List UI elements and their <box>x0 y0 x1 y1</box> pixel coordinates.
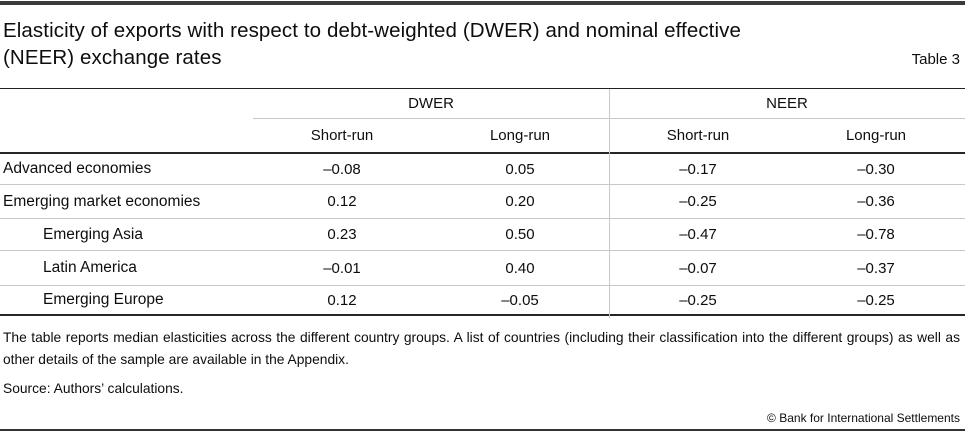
cell-value: –0.08 <box>253 154 431 185</box>
cell-value: 0.12 <box>253 185 431 219</box>
cell-value: 0.50 <box>431 219 609 251</box>
page-title-line2: (NEER) exchange rates <box>3 46 222 69</box>
cell-value: 0.20 <box>431 185 609 219</box>
table-notes: The table reports median elasticities ac… <box>3 330 960 367</box>
copyright-note: © Bank for International Settlements <box>767 411 960 425</box>
row-label-advanced-economies: Advanced economies <box>0 154 253 185</box>
subheader-dwer-short-run: Short-run <box>253 119 431 154</box>
subheader-dwer-long-run: Long-run <box>431 119 609 154</box>
cell-value: –0.37 <box>787 251 965 286</box>
top-rule-bar <box>0 1 965 5</box>
cell-value: 0.12 <box>253 286 431 316</box>
cell-value: –0.05 <box>431 286 609 316</box>
column-group-dwer: DWER <box>253 89 609 119</box>
cell-value: –0.07 <box>609 251 787 286</box>
row-label-latin-america: Latin America <box>0 251 253 286</box>
row-label-emerging-asia: Emerging Asia <box>0 219 253 251</box>
source-note: Source: Authors’ calculations. <box>3 381 184 396</box>
row-label-emerging-europe: Emerging Europe <box>0 286 253 316</box>
column-group-neer: NEER <box>609 89 965 119</box>
cell-value: 0.05 <box>431 154 609 185</box>
corner-cell <box>0 89 253 119</box>
cell-value: –0.17 <box>609 154 787 185</box>
cell-value: –0.78 <box>787 219 965 251</box>
cell-value: –0.25 <box>787 286 965 316</box>
cell-value: –0.25 <box>609 185 787 219</box>
cell-value: –0.25 <box>609 286 787 316</box>
title-area: Elasticity of exports with respect to de… <box>3 17 960 71</box>
elasticity-table: DWER NEER Short-run Long-run Short-run L… <box>0 88 965 316</box>
cell-value: –0.36 <box>787 185 965 219</box>
bottom-rule-bar <box>0 429 965 431</box>
table-number-label: Table 3 <box>911 51 960 68</box>
row-label-emerging-market-economies: Emerging market economies <box>0 185 253 219</box>
cell-value: –0.30 <box>787 154 965 185</box>
cell-value: 0.23 <box>253 219 431 251</box>
dwer-neer-divider-line <box>609 89 610 318</box>
cell-value: –0.47 <box>609 219 787 251</box>
subheader-empty <box>0 119 253 154</box>
cell-value: 0.40 <box>431 251 609 286</box>
subheader-neer-short-run: Short-run <box>609 119 787 154</box>
subheader-neer-long-run: Long-run <box>787 119 965 154</box>
cell-value: –0.01 <box>253 251 431 286</box>
page-title-line1: Elasticity of exports with respect to de… <box>3 19 741 42</box>
page-title: Elasticity of exports with respect to de… <box>3 17 741 71</box>
